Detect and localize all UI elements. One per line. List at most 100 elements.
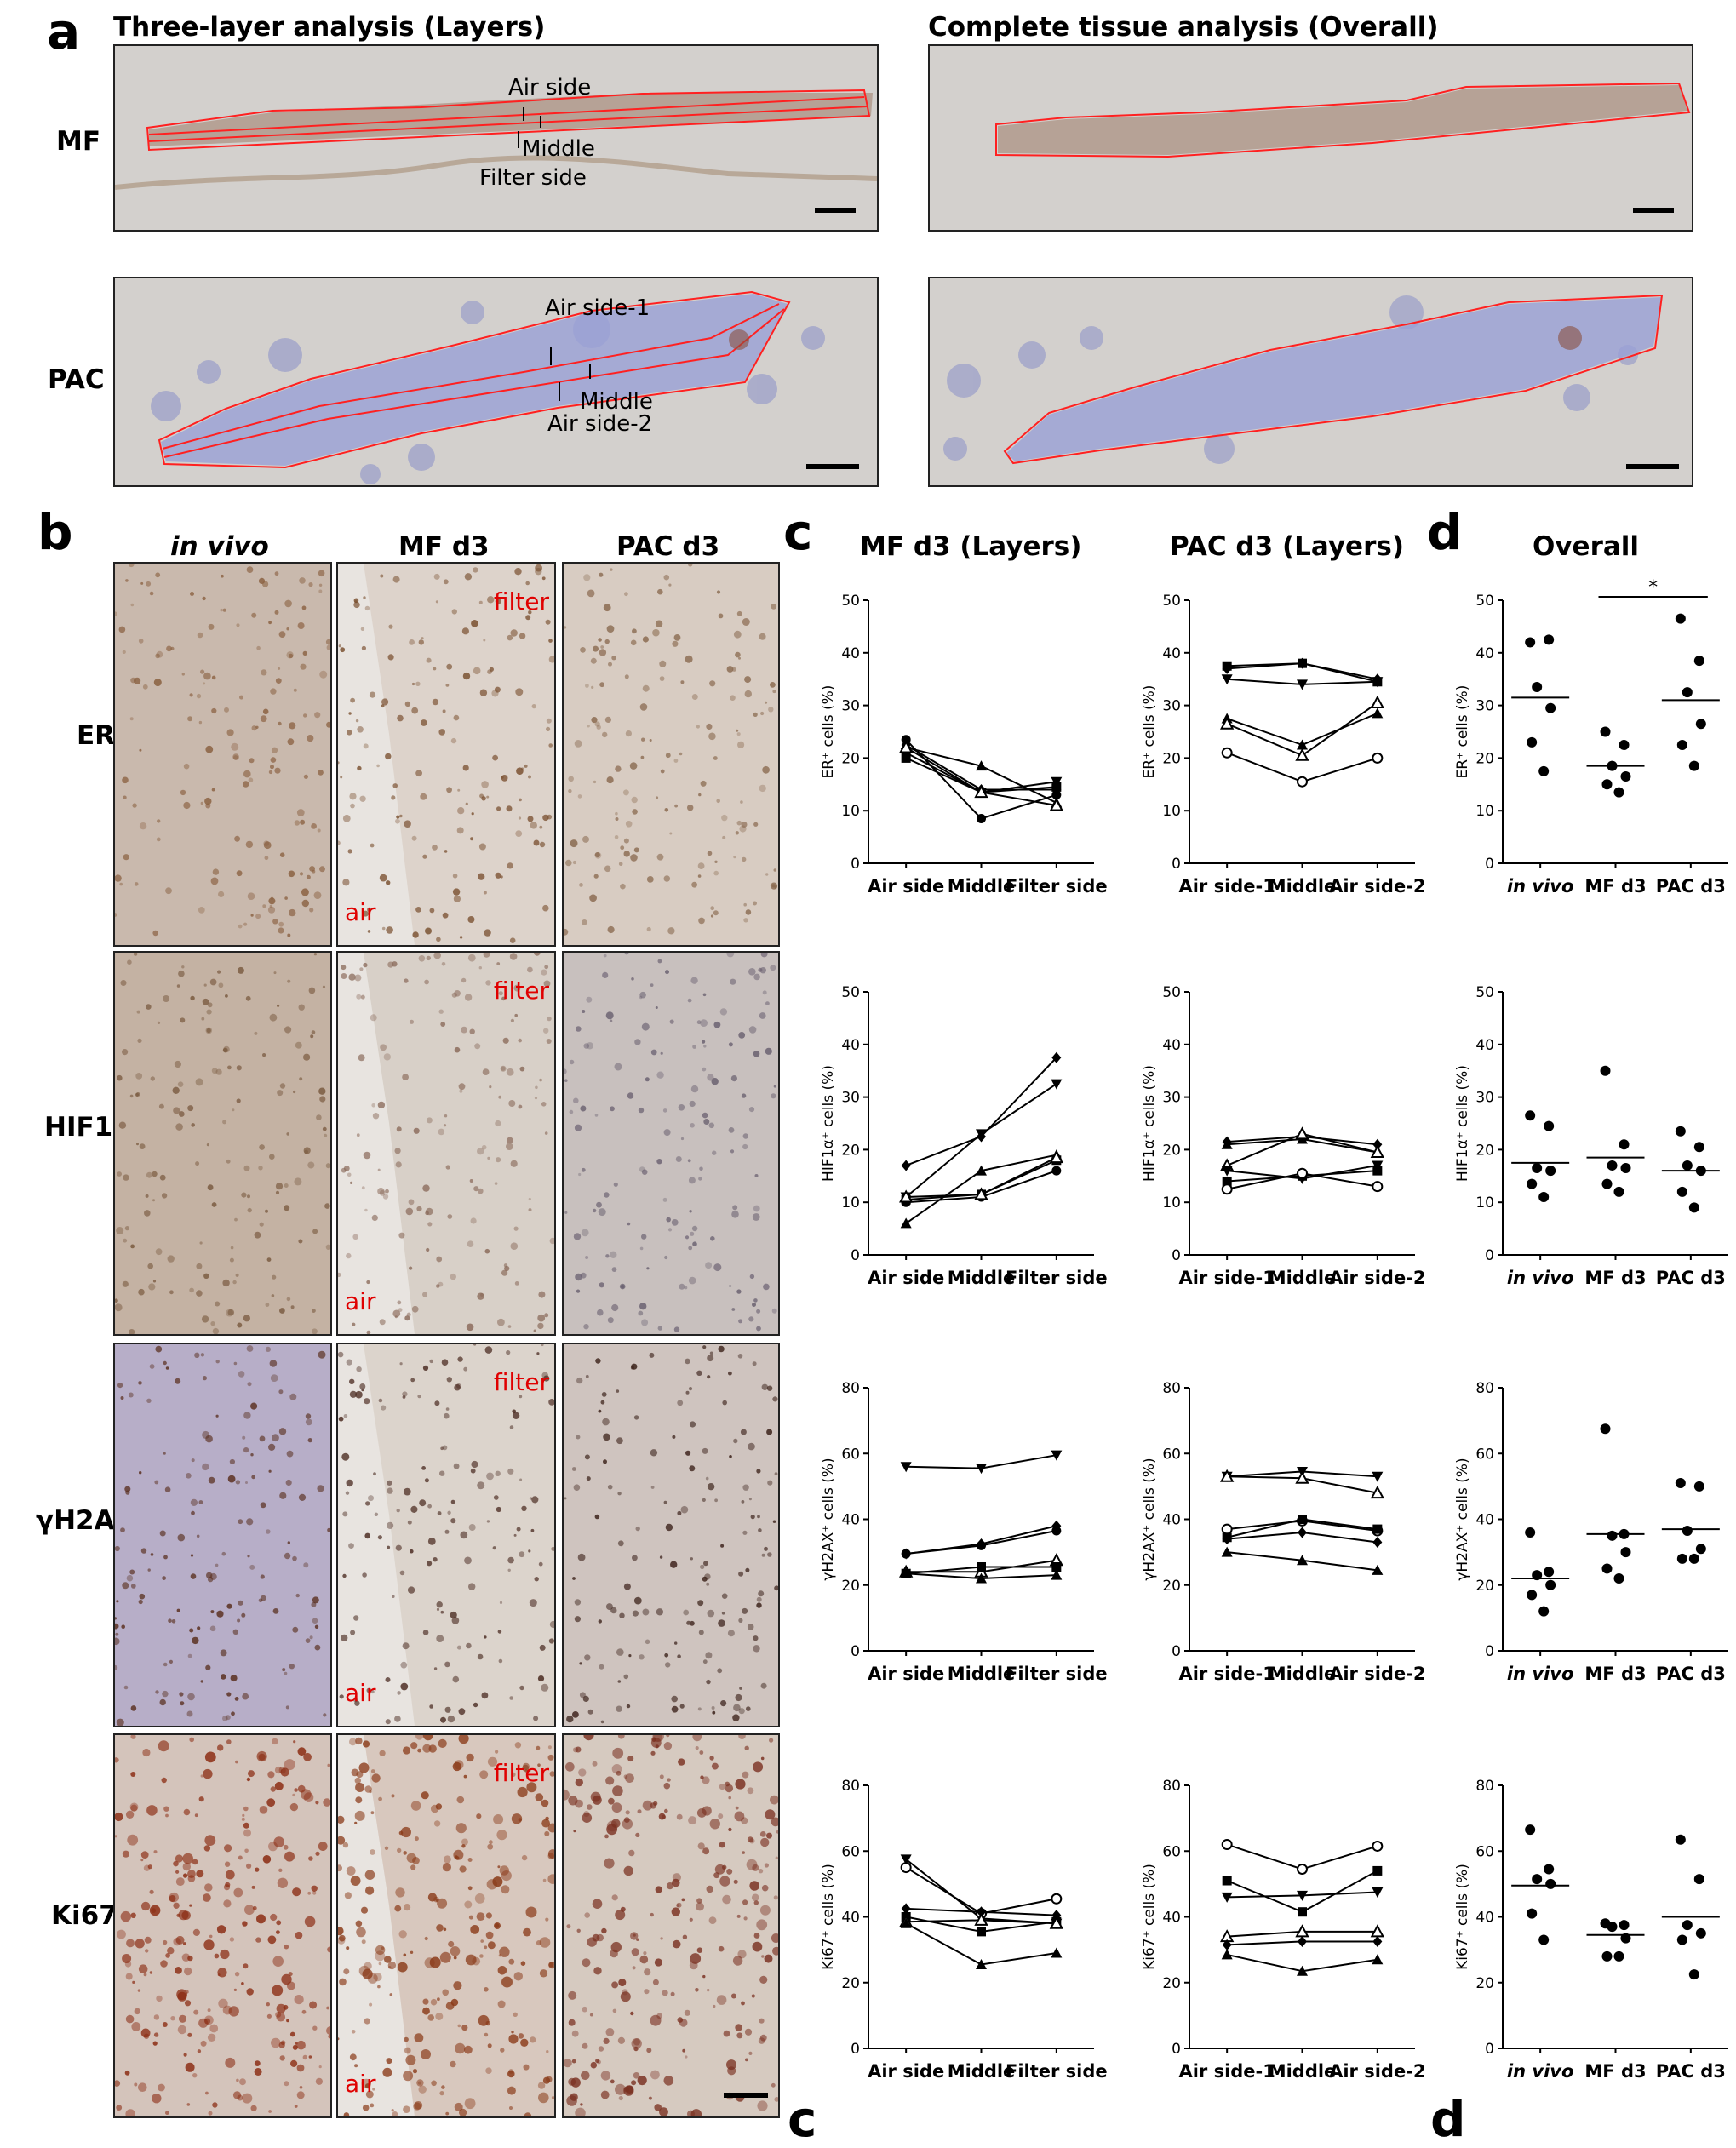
mf-layers-tissue-drawing bbox=[115, 89, 877, 190]
data-point bbox=[1298, 1935, 1307, 1947]
histology-tile-ki67-in-vivo bbox=[113, 1733, 332, 2118]
y-tick-label: 40 bbox=[841, 1037, 860, 1054]
data-point bbox=[1619, 1920, 1630, 1931]
histology-tile-gh2ax-in-vivo bbox=[113, 1343, 332, 1727]
data-point bbox=[1370, 1144, 1385, 1158]
data-point bbox=[1298, 1515, 1307, 1524]
data-point bbox=[1372, 1181, 1384, 1193]
data-point bbox=[977, 1927, 986, 1937]
y-axis-label: γH2AX⁺ cells (%) bbox=[1141, 1458, 1158, 1580]
series-5 bbox=[900, 1567, 1063, 1584]
series-2 bbox=[1221, 1887, 1384, 1903]
y-tick-label: 0 bbox=[1172, 1643, 1181, 1660]
data-point bbox=[1613, 1573, 1624, 1584]
data-point bbox=[1222, 1176, 1232, 1186]
series-0 bbox=[900, 1450, 1063, 1475]
data-point bbox=[1051, 1526, 1062, 1536]
series-2 bbox=[1222, 657, 1383, 685]
series-5 bbox=[1221, 1167, 1384, 1195]
y-tick-label: 60 bbox=[1475, 1843, 1494, 1860]
series-5 bbox=[1221, 747, 1384, 788]
series-0 bbox=[1221, 1839, 1384, 1875]
histology-label-filter: filter bbox=[493, 1759, 549, 1787]
y-axis-label: ER⁺ cells (%) bbox=[1454, 685, 1471, 779]
y-axis-label: HIF1α⁺ cells (%) bbox=[1454, 1065, 1471, 1182]
x-tick-label: Air side bbox=[868, 876, 944, 896]
data-point bbox=[1682, 1920, 1693, 1931]
histology-label-filter: filter bbox=[493, 587, 549, 616]
pac-label-air-side-1: Air side-1 bbox=[545, 295, 650, 321]
chart-d-gh: 0 20 40 60 80 in vivo MF d3 PAC d3 γH2AX⁺ cells … bbox=[1454, 1380, 1728, 1684]
data-point bbox=[1620, 1163, 1631, 1174]
data-point bbox=[1538, 1934, 1550, 1945]
y-tick-label: 40 bbox=[841, 1910, 860, 1927]
filter-membrane-strip bbox=[115, 155, 877, 190]
y-tick-label: 0 bbox=[1172, 856, 1181, 873]
y-tick-label: 20 bbox=[841, 750, 860, 767]
y-tick-label: 80 bbox=[1475, 1380, 1494, 1397]
data-point bbox=[1222, 1533, 1232, 1545]
data-point bbox=[1545, 1878, 1556, 1889]
group-2 bbox=[1661, 1834, 1720, 1980]
y-tick-label: 40 bbox=[1475, 1910, 1494, 1927]
x-tick-label: Middle bbox=[948, 1268, 1016, 1288]
histology-label-air: air bbox=[345, 1679, 376, 1707]
data-point bbox=[1372, 1160, 1384, 1171]
data-point bbox=[1221, 1138, 1233, 1149]
y-axis-label: HIF1α⁺ cells (%) bbox=[820, 1065, 837, 1182]
y-axis-label: ER⁺ cells (%) bbox=[1141, 685, 1158, 779]
series-4 bbox=[1222, 1935, 1383, 1950]
data-point bbox=[1298, 657, 1307, 669]
x-tick-label: Filter side bbox=[1006, 1268, 1107, 1288]
x-tick-label: MF d3 bbox=[1584, 1664, 1646, 1684]
data-point bbox=[1051, 1450, 1063, 1461]
histology-tile-ki67-pac-d3 bbox=[562, 1733, 780, 2118]
y-tick-label: 40 bbox=[841, 1512, 860, 1529]
data-point bbox=[976, 1959, 987, 1970]
mf-label-filter-side: Filter side bbox=[479, 165, 587, 191]
data-point bbox=[1601, 1950, 1613, 1962]
mf-overall-scale-bar bbox=[1633, 208, 1674, 213]
mf-tissue-section bbox=[149, 93, 873, 146]
y-tick-label: 10 bbox=[841, 803, 860, 820]
data-point bbox=[1600, 1065, 1611, 1076]
y-tick-label: 20 bbox=[1162, 1578, 1181, 1595]
data-point bbox=[1688, 1202, 1699, 1213]
data-point bbox=[1620, 1547, 1631, 1558]
group-1 bbox=[1586, 1423, 1645, 1584]
pac-layers-tissue-drawing bbox=[151, 290, 825, 484]
data-point bbox=[974, 784, 988, 799]
y-tick-label: 20 bbox=[1162, 750, 1181, 767]
significance-label: * bbox=[1648, 579, 1658, 599]
data-point bbox=[1051, 1947, 1063, 1958]
data-point bbox=[1372, 1537, 1383, 1549]
y-tick-label: 20 bbox=[1475, 750, 1494, 767]
y-tick-label: 0 bbox=[1485, 2041, 1494, 2058]
data-point bbox=[1221, 1183, 1233, 1195]
x-tick-label: Filter side bbox=[1006, 2061, 1107, 2082]
data-point bbox=[1297, 1965, 1308, 1976]
data-point bbox=[898, 740, 914, 753]
y-tick-label: 60 bbox=[841, 1446, 860, 1463]
x-tick-label: Air side-2 bbox=[1329, 876, 1425, 896]
data-point bbox=[1221, 1523, 1233, 1535]
y-tick-label: 10 bbox=[1162, 1194, 1181, 1211]
data-point bbox=[1613, 1186, 1624, 1197]
data-point bbox=[1613, 1950, 1624, 1962]
series-3 bbox=[1221, 707, 1384, 750]
y-tick-label: 0 bbox=[851, 2041, 860, 2058]
data-point bbox=[901, 1160, 911, 1171]
data-point bbox=[1372, 673, 1383, 685]
data-point bbox=[1372, 1524, 1383, 1534]
x-tick-label: Middle bbox=[948, 876, 1016, 896]
data-point bbox=[1682, 1526, 1693, 1537]
data-point bbox=[901, 1549, 911, 1559]
data-point bbox=[1527, 736, 1538, 748]
x-tick-label: PAC d3 bbox=[1656, 876, 1726, 896]
pac-label-middle: Middle bbox=[580, 389, 653, 415]
histology-texture bbox=[115, 953, 330, 1334]
y-tick-label: 20 bbox=[841, 1142, 860, 1159]
data-point bbox=[1545, 1579, 1556, 1590]
